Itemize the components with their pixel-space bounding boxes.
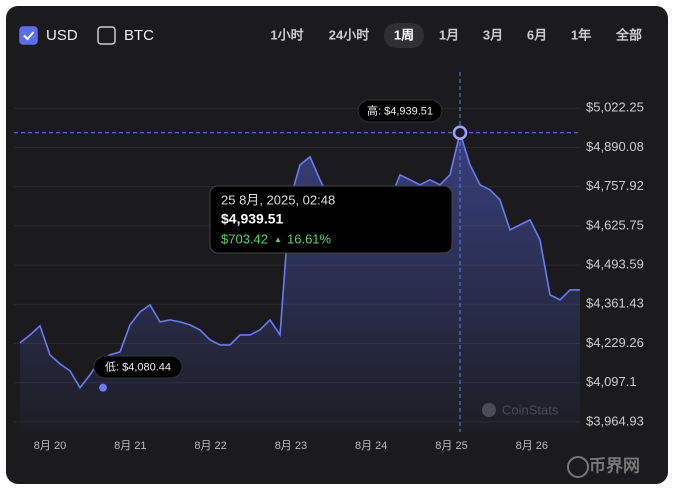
x-tick-label: 8月 25 [435, 440, 467, 452]
checkbox[interactable] [19, 26, 38, 45]
logo-icon [567, 456, 589, 478]
range-button[interactable]: 3月 [483, 27, 503, 42]
plot: $3,964.93 $4,097.1 $4,229.26 $4,361.43 $4,49… [14, 72, 644, 452]
low-label: 低: $4,080.44 [105, 360, 171, 373]
high-label-bg [357, 99, 443, 123]
tooltip-arrow: ▲ [274, 235, 282, 244]
y-tick-label: $4,361.43 [586, 296, 644, 311]
tooltip [209, 185, 453, 254]
x-tick-label: 8月 22 [194, 440, 226, 452]
y-tick-label: $4,493.59 [586, 257, 644, 272]
y-tick-label: $4,757.92 [586, 178, 644, 193]
tooltip-price: $4,939.51 [221, 211, 283, 227]
checkbox[interactable] [97, 26, 116, 45]
high-label: 高: $4,939.51 [367, 103, 433, 117]
x-tick-label: 8月 24 [355, 440, 387, 452]
range-button[interactable]: 6月 [527, 27, 547, 42]
line [19, 129, 580, 390]
x-tick-label: 8月 26 [516, 440, 548, 452]
range-button[interactable]: 1周 [394, 27, 414, 42]
y-tick-label: $5,022.25 [586, 100, 644, 115]
controls: USD BTC 1小时 24小时 1周 1月 3月 6月 1年 全部 [19, 23, 642, 48]
x-tick-label: 8月 21 [114, 440, 146, 452]
footer-logo: 币界网 [589, 456, 640, 475]
y-tick-label: $4,890.08 [586, 139, 644, 154]
x-tick-label: 8月 23 [275, 440, 307, 452]
y-tick-label: $4,625.75 [586, 217, 644, 232]
toggle-label[interactable]: BTC [124, 27, 154, 44]
y-tick-label: $4,097.1 [586, 374, 637, 389]
range-button[interactable]: 1月 [439, 27, 459, 42]
tooltip-date: 25 8月, 2025, 02:48 [221, 192, 335, 207]
low-label-bg [93, 355, 183, 379]
range-button[interactable]: 全部 [615, 27, 642, 42]
tooltip-percent: 16.61% [287, 231, 332, 246]
y-tick-label: $3,964.93 [586, 413, 644, 428]
check [23, 31, 35, 41]
toggle-label[interactable]: USD [46, 27, 78, 44]
low-point [99, 383, 107, 392]
range-button[interactable]: 1年 [571, 27, 591, 42]
range-button[interactable]: 24小时 [329, 27, 369, 42]
x-tick-label: 8月 20 [34, 440, 66, 452]
tooltip-change: $703.42 [221, 231, 268, 246]
range-button[interactable]: 1小时 [270, 27, 303, 42]
range-active [384, 23, 424, 48]
high-point [452, 125, 468, 141]
y-tick-label: $4,229.26 [586, 335, 644, 350]
